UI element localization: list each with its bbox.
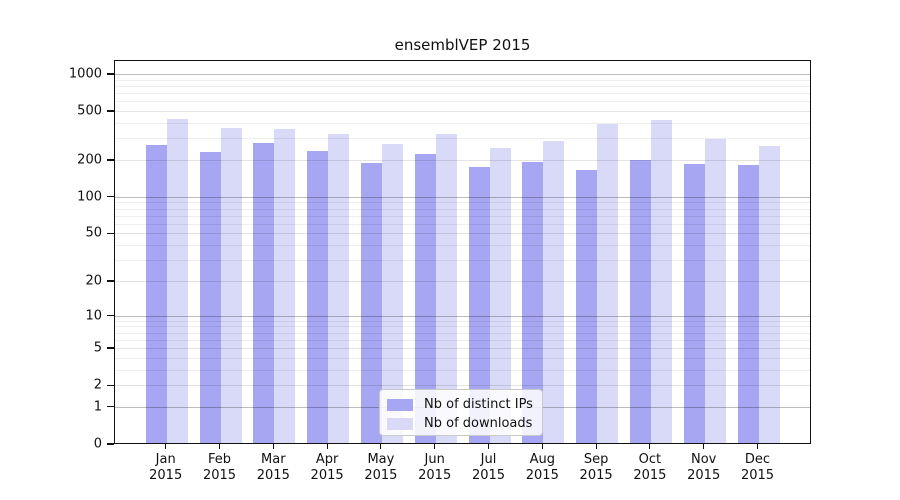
- y-tick-label: 100: [77, 189, 102, 205]
- bar-downloads-jan: [166, 119, 188, 443]
- y-tick-2: [107, 384, 114, 386]
- legend-swatch-distinct-ips: [387, 398, 413, 411]
- x-tick-apr: [326, 444, 328, 449]
- x-tick-label-may: May 2015: [364, 452, 398, 483]
- y-gridline-1000: [115, 74, 810, 75]
- x-tick-label-jun: Jun 2015: [418, 452, 452, 483]
- x-tick-aug: [541, 444, 543, 449]
- bar-distinct-ips-dec: [737, 165, 759, 443]
- x-tick-oct: [649, 444, 651, 449]
- bar-distinct-ips-jan: [145, 144, 167, 443]
- x-tick-label-mar: Mar 2015: [256, 452, 290, 483]
- y-tick-label: 500: [77, 103, 102, 119]
- legend-label-downloads: Nb of downloads: [424, 416, 533, 431]
- x-tick-may: [380, 444, 382, 449]
- y-gridline-400: [115, 122, 810, 124]
- x-tick-feb: [218, 444, 221, 449]
- bar-distinct-ips-nov: [683, 163, 705, 443]
- y-tick-1000: [107, 73, 114, 75]
- x-tick-label-oct: Oct 2015: [633, 452, 667, 483]
- bar-distinct-ips-jun: [414, 153, 436, 443]
- y-tick-0: [107, 443, 114, 445]
- bar-downloads-apr: [328, 134, 350, 443]
- y-tick-label: 1000: [68, 66, 102, 82]
- x-tick-sep: [595, 444, 597, 449]
- bar-downloads-dec: [758, 145, 780, 443]
- y-gridline-700: [115, 93, 810, 95]
- x-tick-jan: [165, 444, 167, 449]
- y-tick-label: 200: [77, 152, 102, 168]
- y-tick-200: [107, 159, 114, 161]
- x-tick-label-jan: Jan 2015: [149, 452, 183, 483]
- y-tick-label: 1: [93, 399, 102, 415]
- bar-downloads-feb: [220, 127, 242, 443]
- x-tick-label-sep: Sep 2015: [579, 452, 613, 483]
- y-tick-20: [107, 280, 114, 282]
- x-tick-label-feb: Feb 2015: [202, 452, 237, 483]
- y-gridline-600: [115, 101, 810, 103]
- bar-downloads-mar: [274, 129, 296, 443]
- legend: Nb of distinct IPs Nb of downloads: [379, 389, 543, 436]
- y-tick-label: 2: [93, 377, 102, 393]
- x-tick-label-aug: Aug 2015: [525, 452, 559, 483]
- legend-item-downloads: Nb of downloads: [387, 415, 534, 432]
- y-tick-500: [107, 110, 114, 112]
- y-gridline-900: [115, 79, 810, 81]
- y-gridline-500: [115, 111, 810, 113]
- bar-distinct-ips-oct: [629, 159, 651, 443]
- chart-title: ensemblVEP 2015: [394, 36, 531, 54]
- plot-area: [114, 60, 811, 444]
- x-tick-label-jul: Jul 2015: [471, 452, 506, 483]
- bar-distinct-ips-feb: [199, 151, 221, 443]
- x-tick-label-dec: Dec 2015: [740, 452, 775, 483]
- y-tick-1: [107, 406, 114, 408]
- y-tick-5: [107, 347, 114, 349]
- x-tick-nov: [703, 444, 705, 449]
- y-tick-10: [107, 314, 114, 317]
- x-tick-label-apr: Apr 2015: [310, 452, 344, 483]
- y-tick-label: 50: [85, 225, 102, 241]
- bar-downloads-jun: [435, 134, 457, 443]
- bar-downloads-jul: [489, 147, 511, 443]
- x-tick-dec: [756, 444, 759, 449]
- bar-downloads-sep: [597, 123, 619, 443]
- y-tick-50: [107, 232, 114, 235]
- bar-distinct-ips-jul: [468, 166, 490, 443]
- x-tick-label-nov: Nov 2015: [687, 452, 721, 483]
- x-tick-jun: [434, 444, 436, 449]
- bar-distinct-ips-mar: [253, 143, 275, 443]
- y-tick-100: [107, 196, 114, 198]
- y-tick-label: 5: [93, 340, 102, 356]
- x-tick-jul: [487, 444, 490, 449]
- bar-distinct-ips-sep: [576, 170, 598, 443]
- legend-label-distinct-ips: Nb of distinct IPs: [424, 397, 533, 412]
- y-tick-label: 10: [85, 308, 102, 324]
- bar-distinct-ips-may: [360, 162, 382, 443]
- bar-downloads-aug: [543, 141, 565, 443]
- y-gridline-800: [115, 85, 810, 87]
- bar-distinct-ips-apr: [307, 151, 329, 443]
- bar-downloads-oct: [650, 120, 672, 443]
- y-tick-label: 0: [93, 436, 102, 452]
- bar-distinct-ips-aug: [522, 161, 544, 443]
- y-tick-label: 20: [85, 273, 102, 289]
- legend-item-distinct-ips: Nb of distinct IPs: [387, 396, 534, 413]
- x-tick-mar: [272, 444, 274, 449]
- bar-downloads-may: [381, 143, 403, 443]
- bar-downloads-nov: [704, 139, 726, 443]
- legend-swatch-downloads: [387, 417, 413, 430]
